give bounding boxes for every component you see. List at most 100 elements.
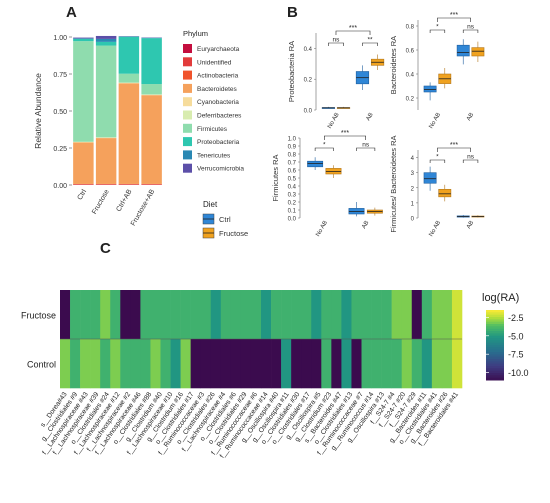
heat-cell-0-37: [431, 290, 443, 340]
b-box-3-1: [438, 188, 452, 198]
heat-cell-1-3: [90, 339, 101, 389]
heat-cell-1-29: [351, 339, 362, 389]
b-xtick-label-3-0: No AB: [428, 220, 442, 238]
legend-title-phylum: Phylum: [183, 29, 208, 38]
b-sig-bracket-2-1: [356, 147, 376, 151]
bar-1-7: [95, 41, 117, 46]
heat-cell-0-39: [451, 290, 463, 340]
ytick-label-a-3: 0.75: [53, 72, 67, 79]
colorbar-seg-19: [486, 354, 504, 358]
colorbar-seg-14: [486, 342, 504, 346]
b-sig-bracket-main-2: [324, 135, 366, 140]
colorbar-seg-5: [486, 321, 504, 325]
heat-cell-0-7: [130, 290, 141, 340]
b-sig-main-3: ***: [450, 142, 458, 149]
colorbar-seg-15: [486, 345, 504, 348]
b-ylabel-0: Proteobacteria RA: [287, 41, 296, 102]
heat-cell-0-24: [301, 290, 312, 340]
heat-cell-1-37: [431, 339, 443, 389]
legend-swatch-3: [183, 83, 192, 93]
heat-cell-0-38: [441, 290, 453, 340]
heat-cell-1-30: [361, 339, 372, 389]
heat-cell-1-21: [271, 339, 282, 389]
heat-cell-1-20: [261, 339, 272, 389]
heat-cell-0-36: [421, 290, 433, 340]
heat-cell-0-28: [341, 290, 352, 340]
b-xtick-label-2-1: AB: [361, 220, 370, 230]
heat-cell-1-7: [130, 339, 141, 389]
colorbar-seg-11: [486, 335, 504, 339]
b-xtick-label-2-0: No AB: [315, 220, 329, 238]
heat-cell-0-9: [150, 290, 161, 340]
panel-label-c: C: [100, 240, 111, 257]
colorbar-seg-20: [486, 356, 504, 360]
bar-3-7: [141, 38, 162, 85]
heat-cell-0-8: [140, 290, 151, 340]
legend-swatch-9: [183, 163, 192, 173]
legend-label-9: Verrucomicrobia: [197, 166, 244, 173]
heat-cell-1-14: [200, 339, 212, 389]
b-ytick-label-2-7: 0.7: [288, 161, 297, 167]
colorbar-seg-29: [486, 377, 504, 381]
b-ytick-label-1-1: 0.4: [406, 73, 415, 79]
b-sig-2-1: ns: [362, 142, 370, 149]
heat-cell-0-1: [70, 290, 81, 340]
heat-cell-0-26: [321, 290, 332, 340]
colorbar-seg-24: [486, 366, 504, 369]
heat-cell-0-11: [170, 290, 181, 340]
legend-swatch-5: [183, 110, 192, 120]
heat-cell-1-27: [331, 339, 342, 389]
heat-cell-0-4: [100, 290, 111, 340]
heat-cell-0-25: [311, 290, 322, 340]
colorbar-seg-7: [486, 326, 504, 330]
colorbar-tick-label-3: -10.0: [508, 368, 529, 378]
heat-cell-1-33: [391, 339, 402, 389]
b-box-1-3: [471, 47, 485, 57]
b-sig-bracket-0-0: [328, 42, 344, 46]
colorbar-seg-12: [486, 338, 504, 341]
heat-cell-1-22: [281, 339, 292, 389]
colorbar-seg-8: [486, 328, 504, 332]
legend-label-2: Actinobacteria: [197, 73, 239, 80]
heat-cell-1-31: [371, 339, 382, 389]
colorbar-seg-4: [486, 319, 504, 323]
bar-2-7: [118, 36, 140, 74]
colorbar-seg-0: [486, 310, 504, 313]
colorbar-seg-3: [486, 317, 504, 320]
b-ylabel-3: Firmicutes/ Bacteroidetes RA: [389, 135, 398, 232]
heat-cell-1-4: [100, 339, 111, 389]
legend-label-6: Firmicutes: [197, 126, 228, 133]
b-ytick-label-0-2: 0.4: [304, 47, 313, 53]
b-sig-main-2: ***: [341, 130, 349, 137]
heat-cell-1-6: [120, 339, 131, 389]
legend-label-4: Cyanobacteria: [197, 99, 239, 106]
legend-label-7: Proteobacteria: [197, 139, 240, 146]
heat-row-label-1: Control: [27, 360, 56, 370]
heat-cell-0-12: [180, 290, 191, 340]
heat-cell-1-1: [70, 339, 81, 389]
b-xtick-label-3-1: AB: [466, 220, 475, 230]
b-ytick-label-2-6: 0.6: [288, 169, 297, 175]
heat-cell-0-20: [261, 290, 272, 340]
legend-label-0: Euryarchaeota: [197, 46, 240, 53]
colorbar-seg-26: [486, 370, 504, 374]
b-box-1-0: [423, 85, 437, 93]
ytick-label-a-2: 0.50: [53, 109, 67, 116]
b-ytick-label-2-4: 0.4: [288, 185, 297, 191]
colorbar-tick-label-0: -2.5: [508, 313, 524, 323]
heat-cell-0-2: [80, 290, 91, 340]
b-xtick-label-1-1: AB: [466, 112, 475, 122]
b-sig-1-1: ns: [467, 24, 475, 31]
heat-cell-1-24: [301, 339, 312, 389]
b-sig-1-0: *: [436, 24, 439, 31]
heat-cell-1-39: [451, 339, 463, 389]
heat-cell-1-23: [291, 339, 302, 389]
bar-2-6: [118, 73, 140, 83]
heat-row-label-0: Fructose: [21, 311, 56, 321]
b-ytick-label-0-1: 0.2: [304, 78, 313, 84]
b-sig-bracket-1-1: [462, 29, 479, 33]
b-ytick-label-2-9: 0.9: [288, 145, 297, 151]
heat-cell-0-10: [160, 290, 171, 340]
heat-cell-1-10: [160, 339, 171, 389]
colorbar-seg-23: [486, 363, 504, 367]
